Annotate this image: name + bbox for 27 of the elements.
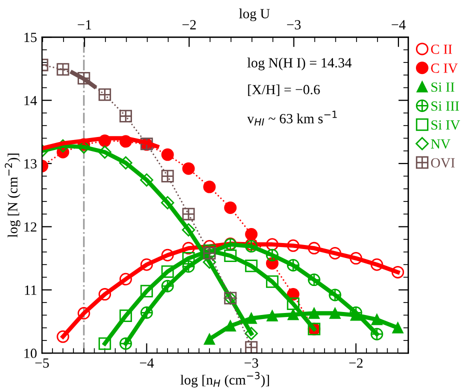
legend-label: OVI bbox=[431, 158, 455, 168]
legend-label: Si II bbox=[431, 82, 454, 92]
y-tick-label: 10 bbox=[24, 348, 37, 358]
legend-label: Si III bbox=[431, 101, 459, 111]
x-tick-label: −2 bbox=[349, 358, 363, 368]
legend-label: C IV bbox=[431, 64, 458, 73]
annotation: log N(H I) = 14.34 bbox=[247, 58, 352, 70]
y-tick-label: 12 bbox=[24, 222, 36, 232]
x2-tick-label: −3 bbox=[287, 20, 301, 30]
y-axis-title: log [N (cm$^{−2}$)] bbox=[4, 154, 20, 238]
x-tick-label: −3 bbox=[244, 358, 258, 368]
x-tick-label: −4 bbox=[140, 358, 154, 368]
y-tick-label: 14 bbox=[24, 96, 37, 106]
legend-label: NV bbox=[430, 139, 450, 149]
annotation: v$_{HI}$ ~ 63 km s$^{−1}$ bbox=[247, 110, 337, 126]
legend-label: C II bbox=[431, 44, 452, 54]
annotation: [X/H] = −0.6 bbox=[248, 84, 320, 96]
x2-tick-label: −4 bbox=[392, 20, 406, 30]
x2-tick-label: −2 bbox=[182, 20, 196, 30]
x2-tick-label: −1 bbox=[78, 20, 92, 30]
legend-label: Si IV bbox=[431, 120, 460, 130]
x-axis-title: log [n$_{H}$ (cm$^{−3}$)] bbox=[180, 372, 269, 388]
y-tick-label: 15 bbox=[24, 32, 37, 42]
x-tick-label: −5 bbox=[35, 358, 49, 368]
x2-axis-title: log U bbox=[239, 8, 270, 22]
y-tick-label: 13 bbox=[24, 159, 37, 168]
y-tick-label: 11 bbox=[25, 286, 36, 295]
